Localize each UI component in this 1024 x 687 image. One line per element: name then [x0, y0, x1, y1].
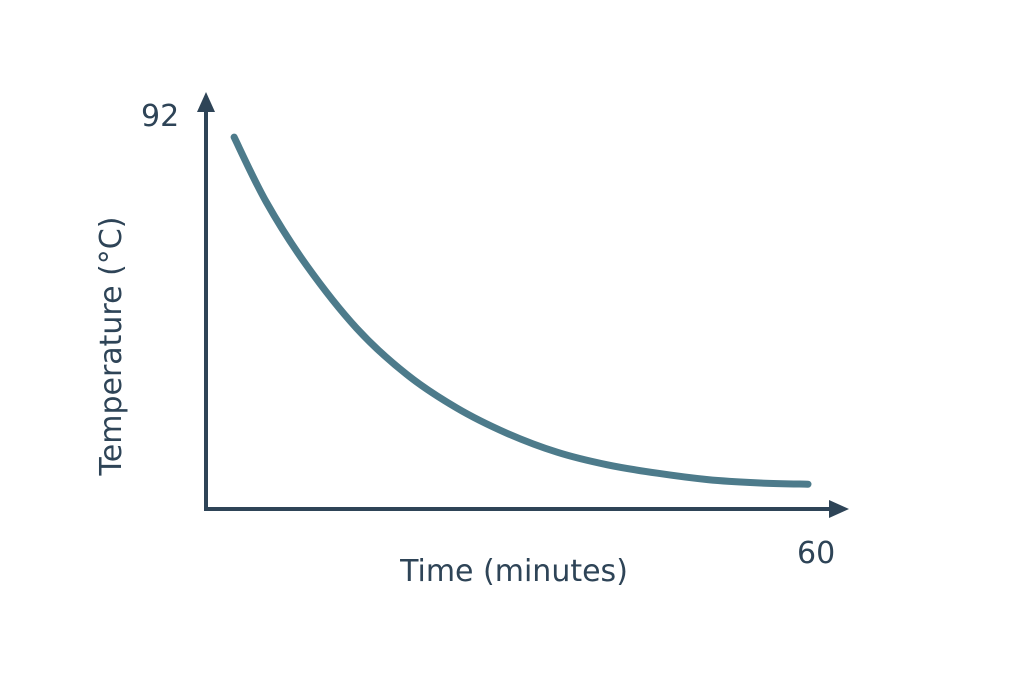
x-tick-label: 60 — [797, 536, 835, 571]
x-axis-title: Time (minutes) — [399, 554, 628, 589]
y-tick-label: 92 — [141, 99, 179, 134]
x-axis-arrow — [829, 500, 849, 518]
series-line — [230, 133, 812, 488]
y-axis-arrow — [197, 92, 215, 112]
y-axis-title: Temperature (°C) — [94, 217, 129, 477]
